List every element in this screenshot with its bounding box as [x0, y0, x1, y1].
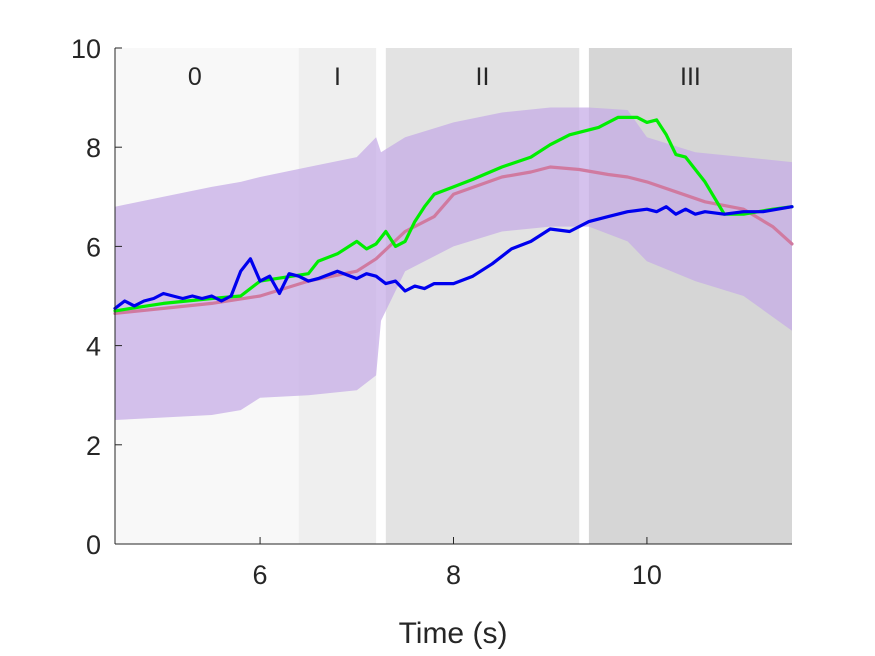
series-line-1	[113, 115, 794, 313]
variability-band	[115, 107, 792, 420]
phase-labels: 0 I II III	[188, 63, 701, 91]
x-tick-label-1: 8	[446, 560, 461, 590]
y-tick-label-4: 8	[86, 133, 101, 163]
y-tick-label-5: 10	[71, 34, 101, 64]
x-tick-label-2: 10	[632, 560, 662, 590]
y-tick-label-0: 0	[86, 530, 101, 560]
series-lines	[113, 115, 794, 315]
y-tick-label-2: 4	[86, 332, 101, 362]
phase-label-3: III	[680, 63, 701, 91]
axes: 6 8 10 0 2 4 6 8 10	[71, 34, 792, 590]
band-area	[115, 107, 792, 420]
y-tick-label-1: 2	[86, 431, 101, 461]
x-tick-label-0: 6	[253, 560, 268, 590]
phase-label-1: I	[334, 63, 341, 91]
x-axis-title: Time (s)	[399, 617, 508, 650]
y-tick-label-3: 6	[86, 232, 101, 262]
series-line-0	[113, 165, 794, 315]
series-line-2	[113, 205, 794, 310]
phase-label-0: 0	[188, 63, 202, 91]
phase-label-2: II	[476, 63, 490, 91]
